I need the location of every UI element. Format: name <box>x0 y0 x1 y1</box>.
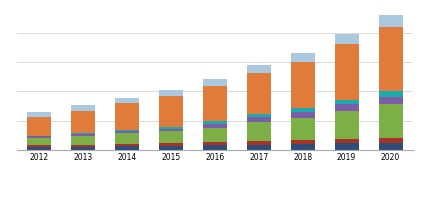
Bar <box>335 143 359 150</box>
Bar <box>203 142 227 145</box>
Bar <box>27 145 51 147</box>
Bar <box>115 134 139 144</box>
Bar <box>335 34 359 44</box>
Bar <box>159 143 183 146</box>
Bar <box>159 127 183 129</box>
Bar <box>378 104 402 138</box>
Bar <box>335 139 359 143</box>
Bar <box>71 133 95 134</box>
Bar <box>203 128 227 142</box>
Bar <box>71 134 95 136</box>
Bar <box>247 117 271 122</box>
Bar <box>290 140 315 144</box>
Bar <box>203 123 227 128</box>
Bar <box>27 135 51 136</box>
Bar <box>115 144 139 146</box>
Bar <box>290 62 315 108</box>
Bar <box>203 79 227 86</box>
Bar <box>159 90 183 97</box>
Bar <box>27 136 51 138</box>
Bar <box>378 143 402 150</box>
Bar <box>335 100 359 104</box>
Bar <box>27 117 51 135</box>
Bar <box>71 136 95 145</box>
Bar <box>247 65 271 73</box>
Bar <box>378 27 402 91</box>
Bar <box>203 145 227 150</box>
Bar <box>159 129 183 131</box>
Bar <box>71 145 95 147</box>
Bar <box>247 122 271 141</box>
Bar <box>247 114 271 117</box>
Bar <box>27 112 51 117</box>
Bar <box>27 147 51 150</box>
Bar <box>115 103 139 130</box>
Bar <box>71 147 95 150</box>
Bar <box>335 111 359 139</box>
Bar <box>203 121 227 123</box>
Bar <box>247 141 271 144</box>
Bar <box>290 144 315 150</box>
Bar <box>290 53 315 62</box>
Bar <box>247 144 271 150</box>
Bar <box>71 111 95 133</box>
Bar <box>378 138 402 143</box>
Bar <box>378 97 402 104</box>
Bar <box>159 146 183 150</box>
Bar <box>378 15 402 27</box>
Bar <box>71 106 95 111</box>
Bar <box>115 146 139 150</box>
Bar <box>115 130 139 131</box>
Bar <box>290 118 315 140</box>
Bar <box>115 98 139 103</box>
Bar <box>335 44 359 100</box>
Bar <box>378 91 402 97</box>
Bar <box>335 104 359 111</box>
Bar <box>290 112 315 118</box>
Bar <box>203 86 227 121</box>
Bar <box>159 131 183 143</box>
Bar <box>247 73 271 114</box>
Bar <box>27 138 51 145</box>
Bar <box>290 108 315 112</box>
Bar <box>159 97 183 127</box>
Bar <box>115 131 139 134</box>
